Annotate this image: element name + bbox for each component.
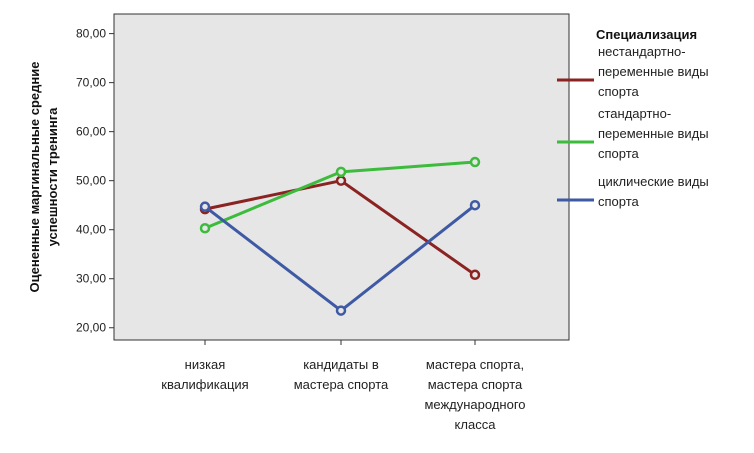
- x-category-label-line: мастера спорта,: [426, 357, 524, 372]
- data-point: [199, 201, 211, 212]
- legend-entry-label-line: переменные виды: [598, 126, 709, 141]
- legend-entry-label-line: спорта: [598, 146, 640, 161]
- data-point: [469, 199, 481, 211]
- series-layer: [199, 156, 481, 316]
- x-category-label-line: кандидаты в: [303, 357, 379, 372]
- legend-entry-label-line: нестандартно-: [598, 44, 686, 59]
- data-point: [469, 156, 481, 168]
- legend-entry-label: циклические виды спорта: [598, 174, 709, 209]
- x-category-label: мастера спорта, мастера спорта международн…: [424, 357, 525, 432]
- legend-entry-label-line: спорта: [598, 194, 640, 209]
- y-tick-label: 20,00: [76, 321, 106, 335]
- y-tick-label: 30,00: [76, 272, 106, 286]
- x-category-label-line: класса: [455, 417, 497, 432]
- x-category-label-line: международного: [424, 397, 525, 412]
- data-point: [335, 166, 347, 178]
- axis-layer: 20,00 30,00 40,00 50,00 60,00 70,00 80,00 низка…: [27, 27, 526, 432]
- legend-entry-label: нестандартно-переменные виды спорта: [598, 44, 709, 99]
- data-point: [199, 222, 211, 234]
- data-point: [469, 269, 481, 281]
- x-category-label: низкая квалификация: [161, 357, 248, 392]
- legend-entry-label: стандартно-переменные виды спорта: [598, 106, 709, 161]
- data-point: [335, 175, 347, 186]
- legend-entry-label-line: стандартно-: [598, 106, 671, 121]
- y-tick-label: 80,00: [76, 27, 106, 41]
- series-3: [199, 199, 481, 316]
- legend-entry-label-line: переменные виды: [598, 64, 709, 79]
- y-tick-label: 40,00: [76, 223, 106, 237]
- x-category-label-line: мастера спорта: [294, 377, 389, 392]
- y-tick-label: 60,00: [76, 125, 106, 139]
- x-category-label-line: низкая: [185, 357, 226, 372]
- y-axis-title-line: Оцененные маргинальные средние: [27, 62, 42, 293]
- legend-title: Специализация: [596, 27, 697, 42]
- legend: Специализация нестандартно-переменные вид…: [557, 27, 709, 209]
- y-axis-title: Оцененные маргинальные средние успешности…: [27, 62, 60, 293]
- y-axis-title-line: успешности тренинга: [45, 107, 60, 247]
- data-point: [335, 305, 347, 316]
- x-category-label: кандидаты в мастера спорта: [294, 357, 389, 392]
- legend-entry-label-line: циклические виды: [598, 174, 709, 189]
- legend-entry-label-line: спорта: [598, 84, 640, 99]
- x-category-label-line: мастера спорта: [428, 377, 523, 392]
- y-tick-label: 50,00: [76, 174, 106, 188]
- y-tick-label: 70,00: [76, 76, 106, 90]
- x-category-label-line: квалификация: [161, 377, 248, 392]
- series-2: [199, 156, 481, 234]
